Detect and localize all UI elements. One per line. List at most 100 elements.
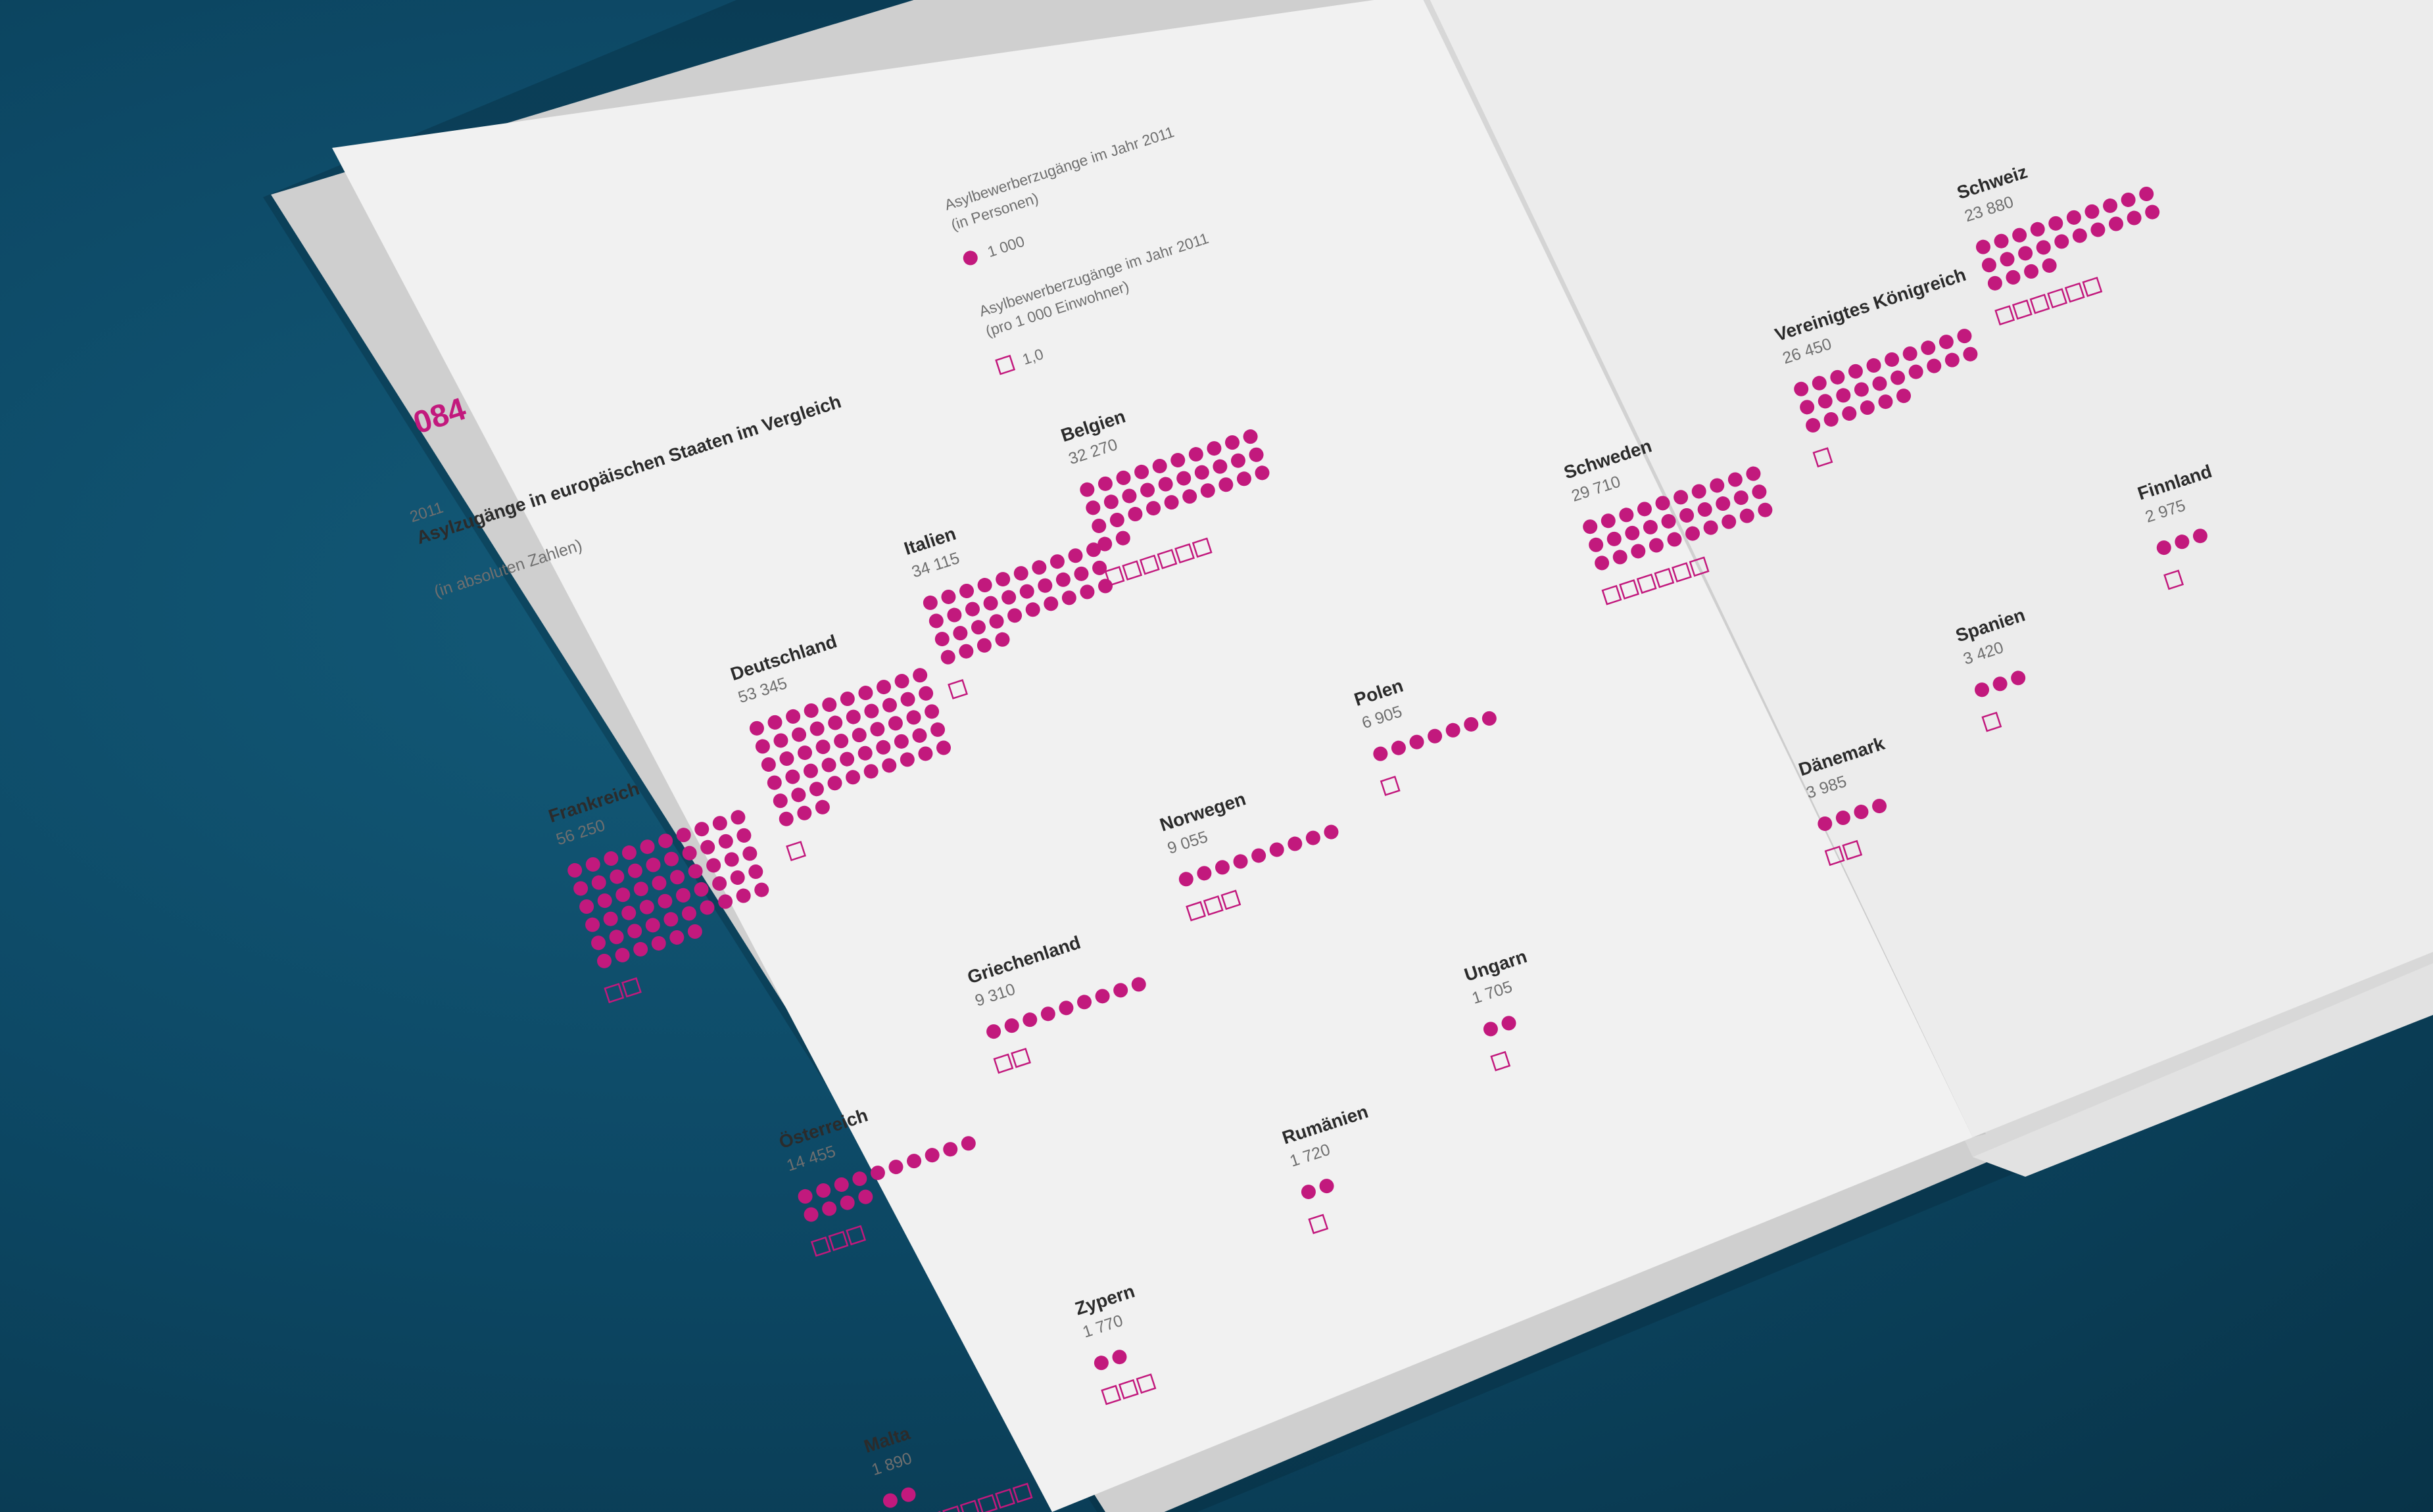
person-dot	[965, 602, 980, 617]
person-dot	[1854, 805, 1869, 820]
person-dot	[1086, 500, 1101, 515]
person-dot	[2011, 671, 2026, 686]
person-dot	[1230, 453, 1245, 468]
person-dot	[995, 632, 1010, 647]
person-dot	[1269, 842, 1284, 857]
person-dot	[1207, 441, 1222, 456]
person-dot	[1243, 429, 1258, 444]
person-dot	[1023, 1012, 1038, 1028]
person-dot	[1007, 608, 1023, 623]
person-dot	[633, 941, 648, 957]
person-dot	[934, 632, 950, 647]
person-dot	[912, 728, 927, 743]
per-1000-square	[2163, 569, 2184, 590]
person-dot	[798, 745, 813, 761]
person-dot	[651, 935, 666, 951]
person-dot	[1667, 532, 1682, 547]
person-dot	[1716, 496, 1731, 511]
person-dot	[1197, 866, 1212, 881]
person-dot	[925, 704, 940, 719]
person-dot	[1176, 471, 1192, 486]
person-dot	[1848, 364, 1863, 379]
person-dot	[567, 862, 583, 878]
person-dot	[901, 1487, 916, 1502]
per-1000-square	[1011, 1047, 1031, 1068]
per-1000-square	[1122, 560, 1143, 581]
person-dot	[1128, 507, 1143, 522]
person-dot	[1685, 526, 1700, 541]
person-dot	[1038, 578, 1053, 593]
person-dot	[645, 918, 660, 933]
person-dot	[1975, 239, 1990, 254]
person-dot	[1679, 508, 1695, 523]
person-dot	[1092, 518, 1107, 533]
person-dot	[1445, 722, 1460, 738]
person-dot	[996, 572, 1011, 587]
person-dot	[585, 917, 600, 932]
person-dot	[767, 715, 783, 730]
person-dot	[1994, 233, 2009, 248]
person-dot	[1324, 824, 1339, 839]
per-1000-square	[1981, 711, 2002, 732]
person-dot	[1927, 358, 1942, 373]
country-block-schweden: Schweden 29 710	[1561, 435, 1773, 605]
per-1000-square	[1490, 1051, 1511, 1072]
person-dot	[2000, 252, 2015, 267]
person-dot	[639, 899, 654, 914]
person-dot	[2018, 246, 2033, 261]
person-dot	[627, 924, 642, 939]
person-dot	[900, 752, 915, 767]
person-dot	[700, 839, 715, 855]
per-1000-square	[1636, 573, 1657, 594]
person-dot	[803, 763, 818, 778]
per-1000-square	[1308, 1214, 1329, 1235]
person-dot	[1601, 513, 1616, 529]
person-dot	[1975, 682, 1990, 697]
per-1000-square	[1380, 776, 1401, 796]
person-dot	[1004, 1018, 1019, 1033]
person-dot	[1625, 525, 1640, 540]
person-dot	[882, 1493, 898, 1508]
person-dot	[779, 811, 794, 826]
person-dot	[718, 834, 733, 849]
person-dot	[840, 692, 855, 707]
person-dot	[852, 1171, 867, 1187]
person-dot	[858, 1189, 873, 1204]
person-dot	[1301, 1185, 1316, 1200]
book-back-cover-edge	[1973, 963, 2433, 1177]
person-dot	[694, 882, 709, 897]
per-1000-square	[1203, 895, 1224, 916]
person-dot	[755, 739, 770, 754]
person-dot	[1722, 514, 1737, 529]
person-dot	[815, 799, 830, 815]
person-dot	[615, 887, 631, 903]
person-dot	[804, 703, 819, 718]
person-dot	[786, 709, 801, 724]
person-dot	[1182, 489, 1197, 504]
person-dot	[797, 805, 812, 820]
person-dot	[1140, 483, 1155, 498]
per-1000-square	[1220, 889, 1241, 910]
right-page	[1430, 0, 2433, 1137]
person-dot	[1842, 406, 1857, 421]
person-dot	[731, 810, 746, 825]
person-dot	[857, 745, 873, 761]
person-dot	[2108, 216, 2123, 231]
person-dot	[742, 846, 758, 861]
person-dot	[1891, 370, 1906, 385]
person-dot	[834, 1177, 849, 1192]
person-dot	[882, 697, 897, 713]
person-dot	[1818, 394, 1833, 409]
person-dot	[1643, 519, 1658, 534]
person-dot	[959, 584, 975, 599]
per-1000-square	[1672, 562, 1692, 583]
person-dot	[1255, 465, 1270, 481]
person-dot	[1691, 484, 1706, 499]
person-dot	[840, 1195, 855, 1210]
per-1000-square	[2047, 288, 2068, 309]
person-dot	[1830, 369, 1845, 385]
person-dot	[1001, 590, 1017, 605]
per-1000-square	[1174, 543, 1195, 564]
person-dot	[1059, 1001, 1074, 1016]
